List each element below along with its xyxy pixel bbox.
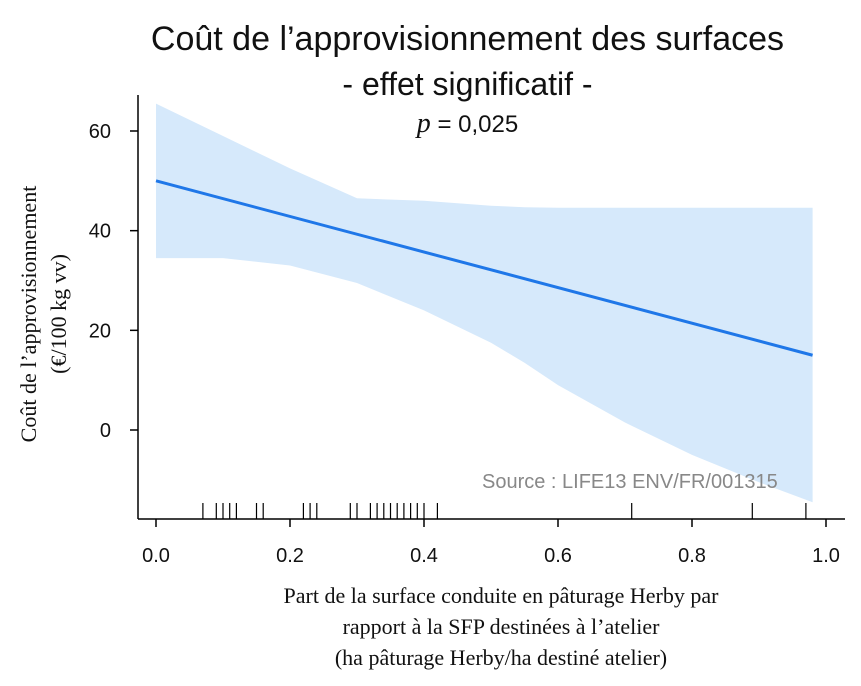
x-axis-title-line-3: (ha pâturage Herby/ha destiné atelier) — [334, 645, 668, 670]
p-value-text: = 0,025 — [430, 111, 519, 138]
y-tick-label: 40 — [89, 221, 111, 243]
y-tick-label: 20 — [89, 320, 111, 342]
x-tick-label: 0.6 — [544, 545, 572, 567]
x-axis-title-line-2: rapport à la SFP destinées à l’atelier — [342, 614, 660, 639]
p-value-label: p = 0,025 — [0, 108, 861, 140]
x-tick-label: 0.8 — [678, 545, 706, 567]
y-tick-label: 60 — [89, 121, 111, 143]
y-tick-label: 0 — [100, 420, 111, 442]
x-tick-label: 1.0 — [812, 545, 840, 567]
x-axis-title-line-1: Part de la surface conduite en pâturage … — [283, 583, 719, 608]
chart-title-line-1: Coût de l’approvisionnement des surfaces — [150, 20, 785, 58]
x-tick-label: 0.4 — [410, 545, 438, 567]
fit-line — [155, 179, 813, 357]
x-tick-label: 0.0 — [142, 545, 170, 567]
p-symbol: p — [416, 108, 431, 139]
confidence-band — [156, 103, 813, 503]
source-note: Source : LIFE13 ENV/FR/001315 — [482, 471, 778, 493]
x-tick-label: 0.2 — [276, 545, 304, 567]
chart-title-line-2: - effet significatif - — [342, 66, 593, 102]
